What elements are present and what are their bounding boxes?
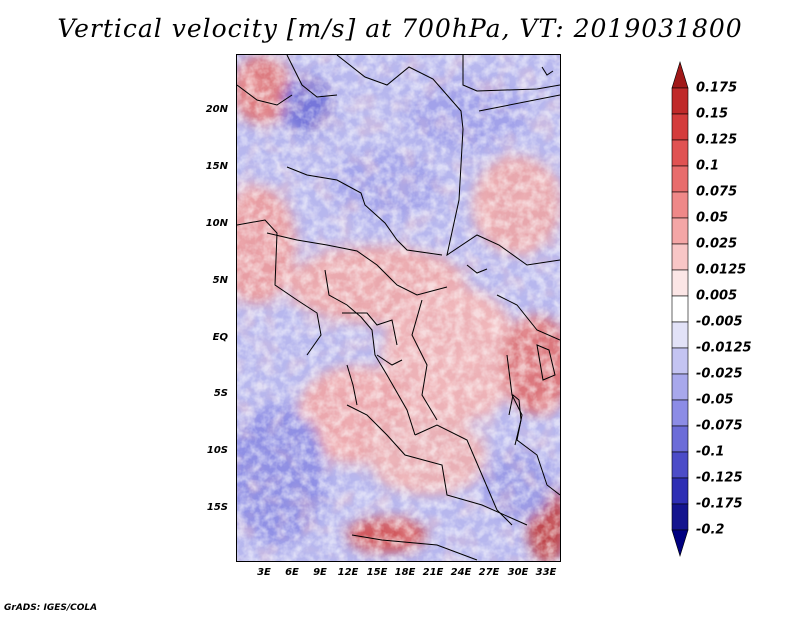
colorbar-bin — [671, 503, 689, 531]
y-tick-label: EQ — [212, 332, 228, 343]
colorbar-label: -0.005 — [696, 314, 743, 330]
colorbar-label: -0.2 — [696, 522, 725, 538]
colorbar-bin — [671, 451, 689, 479]
y-tick-label: 15N — [205, 161, 228, 172]
colorbar-bin — [671, 347, 689, 375]
y-tick-label: 10N — [205, 218, 228, 229]
colorbar-label: 0.025 — [696, 236, 738, 252]
colorbar-bin — [671, 321, 689, 349]
colorbar-label: -0.175 — [696, 496, 743, 512]
colorbar-bin — [671, 165, 689, 193]
colorbar-bin — [671, 529, 689, 558]
x-tick-label: 18E — [394, 567, 416, 578]
x-tick-label: 27E — [478, 567, 500, 578]
y-tick-label: 15S — [206, 502, 228, 513]
colorbar-bin — [671, 399, 689, 427]
colorbar-label: 0.0125 — [696, 262, 747, 278]
colorbar-label: 0.005 — [696, 288, 738, 304]
x-tick-label: 21E — [422, 567, 444, 578]
colorbar-label: 0.15 — [696, 106, 729, 122]
colorbar-label: 0.1 — [696, 158, 720, 174]
colorbar-label: -0.075 — [696, 418, 743, 434]
country-borders — [237, 55, 560, 561]
y-tick-label: 20N — [205, 104, 228, 115]
colorbar-label: 0.05 — [696, 210, 729, 226]
colorbar-bin — [671, 477, 689, 505]
colorbar-bin — [671, 243, 689, 271]
footer-credit: GrADS: IGES/COLA — [4, 603, 98, 613]
x-tick-label: 24E — [450, 567, 472, 578]
colorbar — [671, 60, 689, 558]
colorbar-label: -0.025 — [696, 366, 743, 382]
colorbar-label: -0.05 — [696, 392, 734, 408]
x-tick-label: 33E — [535, 567, 557, 578]
colorbar-bin — [671, 269, 689, 297]
y-tick-label: 10S — [206, 445, 228, 456]
colorbar-bin — [671, 60, 689, 89]
x-tick-label: 15E — [366, 567, 388, 578]
colorbar-bin — [671, 217, 689, 245]
colorbar-label: -0.0125 — [696, 340, 752, 356]
colorbar-label: 0.075 — [696, 184, 738, 200]
x-tick-label: 9E — [313, 567, 327, 578]
y-tick-label: 5N — [212, 275, 228, 286]
colorbar-bin — [671, 87, 689, 115]
colorbar-label: -0.125 — [696, 470, 743, 486]
colorbar-label: 0.125 — [696, 132, 738, 148]
colorbar-bin — [671, 373, 689, 401]
colorbar-bin — [671, 139, 689, 167]
colorbar-bin — [671, 191, 689, 219]
map-panel — [236, 54, 561, 562]
y-tick-label: 5S — [213, 388, 228, 399]
colorbar-bin — [671, 295, 689, 323]
x-tick-label: 12E — [337, 567, 359, 578]
x-tick-label: 30E — [507, 567, 529, 578]
x-tick-label: 6E — [285, 567, 299, 578]
colorbar-bin — [671, 113, 689, 141]
colorbar-bin — [671, 425, 689, 453]
colorbar-label: -0.1 — [696, 444, 725, 460]
colorbar-label: 0.175 — [696, 80, 738, 96]
x-tick-label: 3E — [257, 567, 271, 578]
map-title: Vertical velocity [m/s] at 700hPa, VT: 2… — [57, 14, 743, 43]
velocity-field — [237, 55, 560, 561]
